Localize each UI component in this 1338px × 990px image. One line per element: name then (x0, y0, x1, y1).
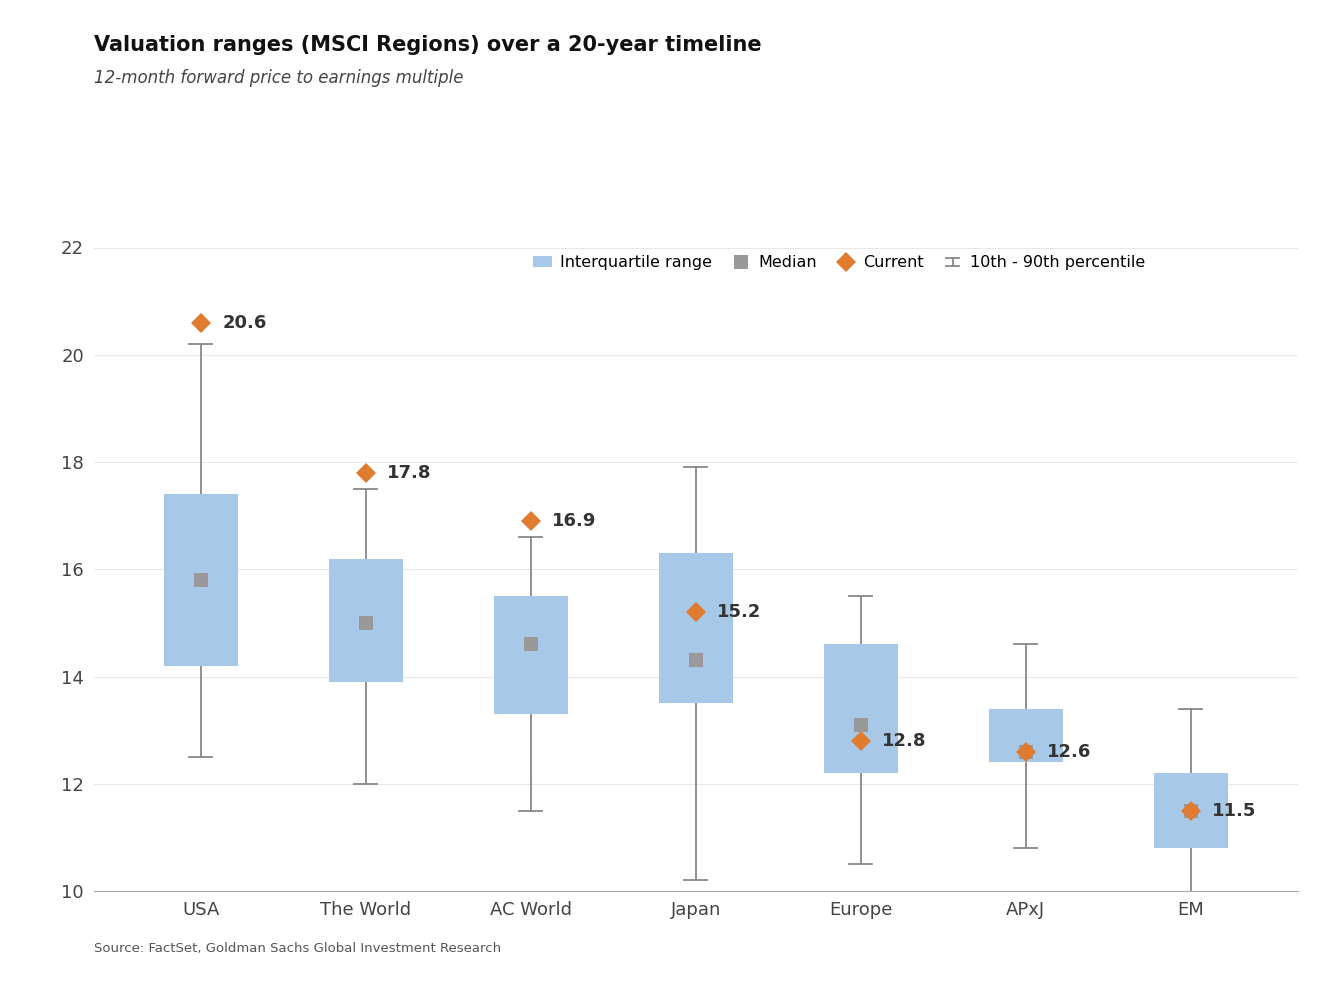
Text: 20.6: 20.6 (222, 314, 266, 332)
Bar (329, 558, 403, 682)
Text: 15.2: 15.2 (717, 603, 761, 621)
Bar (1153, 773, 1228, 848)
Legend: Interquartile range, Median, Current, 10th - 90th percentile: Interquartile range, Median, Current, 10… (533, 255, 1145, 270)
Text: Source: FactSet, Goldman Sachs Global Investment Research: Source: FactSet, Goldman Sachs Global In… (94, 942, 500, 955)
Text: 12.8: 12.8 (882, 732, 927, 749)
Bar (163, 494, 238, 666)
Text: 17.8: 17.8 (387, 463, 432, 482)
Text: 11.5: 11.5 (1212, 802, 1256, 820)
Text: 16.9: 16.9 (553, 512, 597, 530)
Text: 12.6: 12.6 (1048, 742, 1092, 760)
Bar (494, 596, 567, 714)
Bar (989, 709, 1062, 762)
Bar (658, 553, 733, 703)
Text: 12-month forward price to earnings multiple: 12-month forward price to earnings multi… (94, 69, 463, 87)
Bar (824, 644, 898, 773)
Text: Valuation ranges (MSCI Regions) over a 20-year timeline: Valuation ranges (MSCI Regions) over a 2… (94, 35, 761, 54)
